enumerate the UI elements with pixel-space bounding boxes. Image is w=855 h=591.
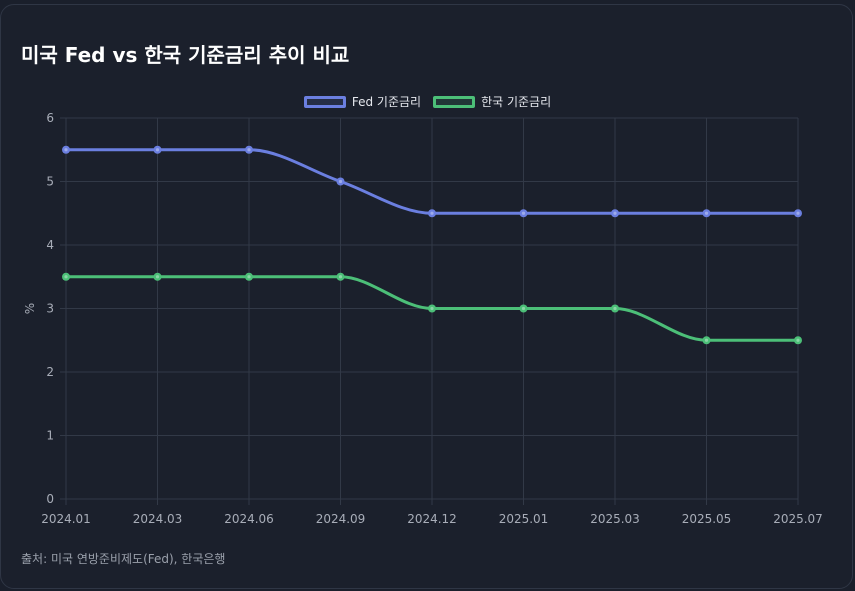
chart-title: 미국 Fed vs 한국 기준금리 추이 비교	[21, 43, 350, 67]
data-point-highlight	[155, 275, 160, 279]
data-point-highlight	[430, 211, 434, 215]
data-point-highlight	[796, 338, 800, 342]
data-point	[519, 304, 528, 313]
data-point-highlight	[613, 211, 617, 215]
x-tick-label: 2025.07	[773, 512, 823, 526]
data-point-highlight	[64, 148, 68, 152]
legend-item-korea[interactable]: 한국 기준금리	[433, 93, 551, 110]
data-point-highlight	[338, 275, 343, 279]
data-point	[611, 304, 619, 313]
data-point-highlight	[155, 148, 160, 152]
legend-label-korea: 한국 기준금리	[481, 95, 552, 109]
data-point-highlight	[521, 306, 526, 311]
source-note: 출처: 미국 연방준비제도(Fed), 한국은행	[21, 552, 226, 566]
data-point	[245, 272, 253, 281]
data-point	[245, 145, 253, 154]
data-point-highlight	[521, 211, 526, 215]
x-tick-label: 2024.01	[41, 512, 91, 526]
chart-legend: Fed 기준금리 한국 기준금리	[1, 93, 854, 110]
y-tick-label: 0	[46, 492, 54, 506]
data-point-highlight	[430, 306, 434, 311]
data-point	[336, 272, 345, 281]
data-point	[62, 272, 70, 281]
data-point	[611, 209, 619, 218]
data-point-highlight	[247, 148, 251, 152]
x-tick-label: 2024.06	[224, 512, 274, 526]
y-tick-label: 6	[46, 111, 54, 125]
data-point-highlight	[338, 179, 343, 184]
data-point-highlight	[796, 211, 800, 215]
data-point	[519, 209, 528, 218]
data-point	[153, 145, 162, 154]
data-point	[794, 336, 802, 345]
y-tick-label: 1	[46, 429, 54, 443]
data-point	[62, 145, 70, 154]
y-tick-label: 5	[46, 175, 54, 189]
x-tick-label: 2024.09	[316, 512, 366, 526]
x-tick-label: 2024.03	[133, 512, 183, 526]
data-point-highlight	[704, 211, 709, 215]
data-point	[794, 209, 802, 218]
legend-item-fed[interactable]: Fed 기준금리	[303, 93, 422, 110]
data-point	[702, 336, 711, 345]
x-tick-label: 2025.03	[590, 512, 640, 526]
legend-swatch-korea	[433, 95, 476, 108]
legend-label-fed: Fed 기준금리	[351, 95, 422, 109]
data-point	[428, 304, 436, 313]
data-point	[336, 177, 345, 186]
data-point	[428, 209, 436, 218]
y-tick-label: 3	[46, 302, 54, 316]
x-tick-label: 2025.01	[499, 512, 549, 526]
data-point-highlight	[247, 275, 251, 279]
data-point-highlight	[704, 338, 709, 342]
y-tick-label: 2	[46, 365, 54, 379]
x-tick-label: 2025.05	[682, 512, 732, 526]
legend-swatch-fed	[303, 95, 346, 108]
chart-card: 미국 Fed vs 한국 기준금리 추이 비교 Fed 기준금리 한국 기준금리…	[0, 4, 853, 589]
y-tick-label: 4	[46, 238, 54, 252]
y-axis-label: %	[23, 303, 37, 314]
data-point	[702, 209, 711, 218]
x-tick-label: 2024.12	[407, 512, 457, 526]
data-point	[153, 272, 162, 281]
data-point-highlight	[613, 306, 617, 311]
data-point-highlight	[64, 275, 68, 279]
